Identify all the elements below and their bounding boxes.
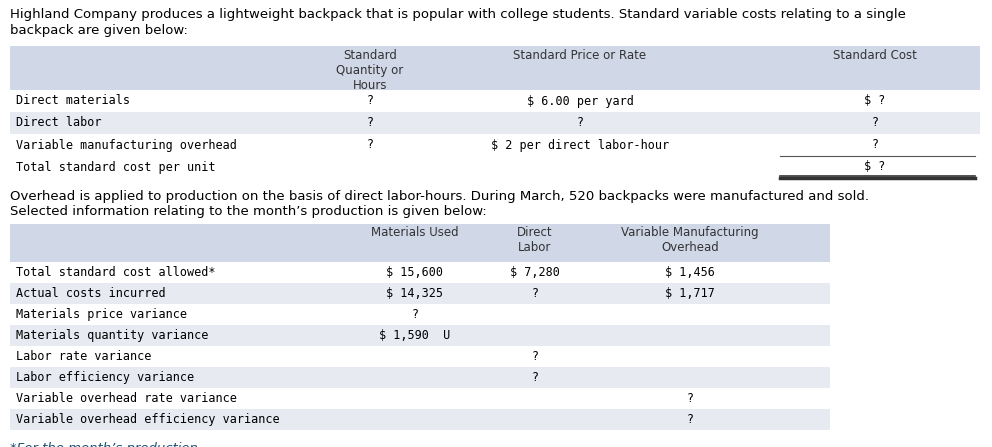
Text: ?: ?: [366, 139, 374, 152]
Text: $ 1,456: $ 1,456: [665, 266, 715, 279]
Text: Labor rate variance: Labor rate variance: [16, 350, 152, 363]
Text: ?: ?: [871, 117, 879, 130]
Bar: [10, 224, 830, 262]
Bar: [10, 90, 980, 112]
Text: $ 14,325: $ 14,325: [387, 287, 443, 300]
Bar: [10, 346, 830, 367]
Text: Selected information relating to the month’s production is given below:: Selected information relating to the mon…: [10, 205, 487, 218]
Text: Standard
Quantity or
Hours: Standard Quantity or Hours: [336, 49, 404, 92]
Bar: [10, 134, 980, 156]
Text: ?: ?: [871, 139, 879, 152]
Text: Variable overhead efficiency variance: Variable overhead efficiency variance: [16, 413, 280, 426]
Text: $ 7,280: $ 7,280: [510, 266, 559, 279]
Text: ?: ?: [412, 308, 419, 321]
Text: ?: ?: [686, 392, 693, 405]
Text: Highland Company produces a lightweight backpack that is popular with college st: Highland Company produces a lightweight …: [10, 8, 906, 21]
Bar: [10, 409, 830, 430]
Text: Direct materials: Direct materials: [16, 94, 130, 107]
Text: ?: ?: [532, 350, 539, 363]
Bar: [10, 46, 980, 90]
Text: Variable Manufacturing
Overhead: Variable Manufacturing Overhead: [621, 226, 759, 254]
Text: ?: ?: [532, 287, 539, 300]
Text: Actual costs incurred: Actual costs incurred: [16, 287, 166, 300]
Text: $ 2 per direct labor-hour: $ 2 per direct labor-hour: [491, 139, 669, 152]
Text: ?: ?: [532, 371, 539, 384]
Text: ?: ?: [366, 117, 374, 130]
Bar: [10, 112, 980, 134]
Bar: [10, 325, 830, 346]
Text: Total standard cost per unit: Total standard cost per unit: [16, 160, 215, 173]
Text: $ 15,600: $ 15,600: [387, 266, 443, 279]
Text: $ ?: $ ?: [864, 94, 886, 107]
Text: Materials quantity variance: Materials quantity variance: [16, 329, 208, 342]
Text: Materials price variance: Materials price variance: [16, 308, 187, 321]
Text: $ 1,717: $ 1,717: [665, 287, 715, 300]
Bar: [10, 388, 830, 409]
Text: ?: ?: [366, 94, 374, 107]
Text: Standard Cost: Standard Cost: [833, 49, 917, 62]
Text: Overhead is applied to production on the basis of direct labor-hours. During Mar: Overhead is applied to production on the…: [10, 190, 869, 203]
Text: ?: ?: [686, 413, 693, 426]
Text: Direct
Labor: Direct Labor: [517, 226, 553, 254]
Text: $ 1,590  U: $ 1,590 U: [379, 329, 450, 342]
Text: $ 6.00 per yard: $ 6.00 per yard: [527, 94, 634, 107]
Text: Labor efficiency variance: Labor efficiency variance: [16, 371, 194, 384]
Text: Materials Used: Materials Used: [371, 226, 459, 239]
Bar: [10, 283, 830, 304]
Bar: [10, 156, 980, 178]
Text: Variable manufacturing overhead: Variable manufacturing overhead: [16, 139, 237, 152]
Text: backpack are given below:: backpack are given below:: [10, 24, 187, 37]
Text: *For the month’s production.: *For the month’s production.: [10, 442, 202, 447]
Bar: [10, 304, 830, 325]
Bar: [10, 262, 830, 283]
Bar: [10, 367, 830, 388]
Text: Standard Price or Rate: Standard Price or Rate: [514, 49, 647, 62]
Text: $ ?: $ ?: [864, 160, 886, 173]
Text: ?: ?: [576, 117, 583, 130]
Text: Variable overhead rate variance: Variable overhead rate variance: [16, 392, 237, 405]
Text: Direct labor: Direct labor: [16, 117, 101, 130]
Text: Total standard cost allowed*: Total standard cost allowed*: [16, 266, 215, 279]
